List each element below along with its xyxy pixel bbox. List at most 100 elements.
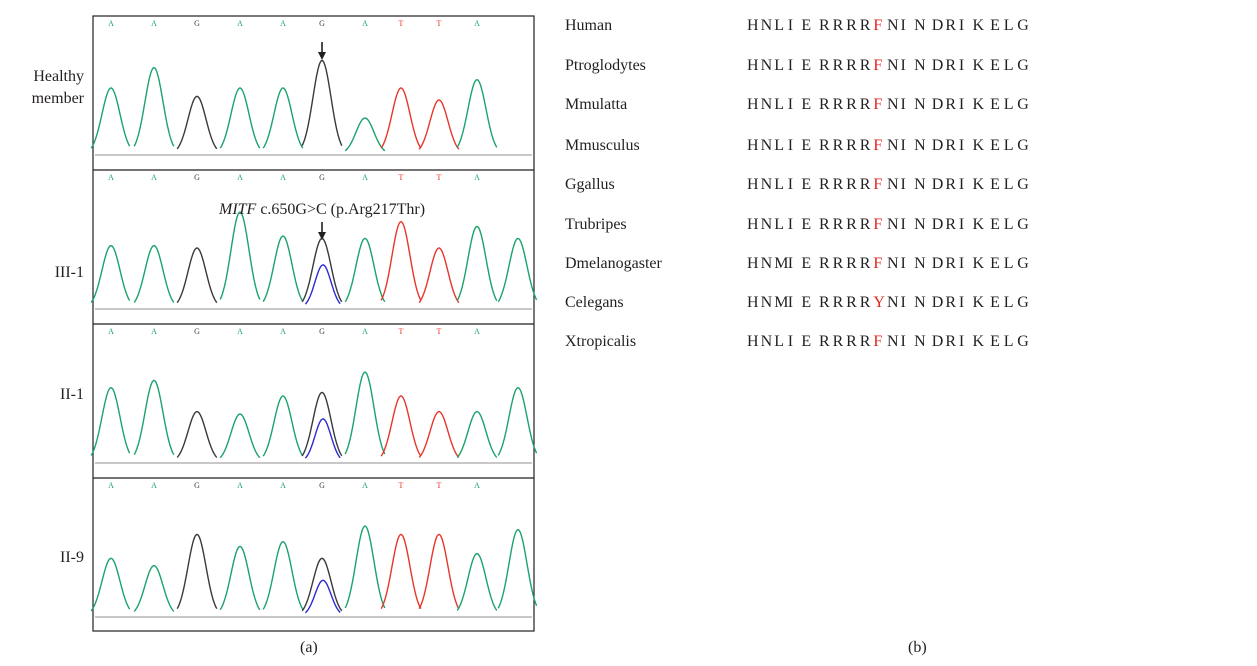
residue: I <box>958 216 965 233</box>
residue: L <box>1003 57 1014 74</box>
residue: R <box>945 57 956 74</box>
chromatogram-peak <box>380 221 422 301</box>
residue: K <box>972 333 985 350</box>
residue: N <box>886 96 899 113</box>
track-label-iii-1: III-1 <box>54 264 84 281</box>
residue: R <box>945 294 956 311</box>
base-call-label: G <box>319 19 325 28</box>
residue: G <box>1017 333 1029 350</box>
residue: E <box>801 96 812 113</box>
base-call-label: G <box>194 481 200 490</box>
conserved-residue-highlight: F <box>873 255 883 272</box>
residue: D <box>931 255 944 272</box>
residue: R <box>859 17 871 34</box>
base-call-label: A <box>237 481 243 490</box>
residue: I <box>900 57 906 74</box>
base-call-label: A <box>474 19 480 28</box>
residue: H <box>747 137 759 154</box>
residue: R <box>818 137 830 154</box>
residue: L <box>774 96 784 113</box>
base-call-label: G <box>319 327 325 336</box>
base-call-label: G <box>319 173 325 182</box>
base-call-label: A <box>280 327 286 336</box>
residue: R <box>945 176 956 193</box>
residue: M <box>774 294 789 311</box>
residue: I <box>958 57 965 74</box>
base-call-label: T <box>437 19 442 28</box>
residue: N <box>760 333 773 350</box>
residue: N <box>886 333 899 350</box>
base-call-label: T <box>437 327 442 336</box>
residue: I <box>900 294 906 311</box>
chromatogram-peak <box>262 87 304 149</box>
base-call-label: T <box>399 481 404 490</box>
base-call-label: A <box>362 173 368 182</box>
residue: N <box>914 57 926 74</box>
residue: K <box>972 57 985 74</box>
residue: N <box>914 17 926 34</box>
base-call-label: A <box>108 327 114 336</box>
chromatogram-peak <box>380 87 422 149</box>
residue: D <box>931 96 944 113</box>
species-name: Ptroglodytes <box>565 57 646 74</box>
alignment-panel: Human H N L I E R R R R F N I N D R I K E L G Ptroglodytes H N L… <box>545 0 1257 666</box>
residue: R <box>945 137 956 154</box>
residue: R <box>818 255 830 272</box>
residue: H <box>747 333 759 350</box>
base-call-label: T <box>437 173 442 182</box>
residue: R <box>818 216 830 233</box>
residue: I <box>787 255 794 272</box>
chromatogram-peak <box>133 67 175 147</box>
residue: N <box>760 96 773 113</box>
residue: E <box>801 176 812 193</box>
residue: N <box>760 57 773 74</box>
chromatogram-peak <box>344 237 386 303</box>
chromatogram-peak <box>456 553 498 611</box>
base-call-label: T <box>399 19 404 28</box>
residue: N <box>886 17 899 34</box>
chromatogram-peak <box>219 87 261 149</box>
base-call-label: A <box>108 481 114 490</box>
chromatogram-peak <box>219 545 261 611</box>
residue: L <box>774 333 784 350</box>
base-call-label: A <box>151 19 157 28</box>
residue: N <box>886 255 899 272</box>
residue: R <box>945 333 956 350</box>
conserved-residue-highlight: F <box>873 137 883 154</box>
chromatogram-peak <box>219 211 261 300</box>
residue: E <box>801 57 812 74</box>
residue: L <box>774 57 784 74</box>
chromatogram-peak <box>262 395 304 457</box>
residue: L <box>1003 96 1014 113</box>
residue: I <box>787 137 794 154</box>
residue: N <box>886 137 899 154</box>
residue: L <box>774 137 784 154</box>
residue: R <box>818 57 830 74</box>
variant-arrow-icon <box>318 42 326 60</box>
residue: E <box>801 17 812 34</box>
residue: G <box>1017 176 1029 193</box>
residue: R <box>846 137 857 154</box>
panel-a-caption: (a) <box>300 639 318 656</box>
residue: R <box>846 294 857 311</box>
residue: G <box>1017 294 1029 311</box>
residue: N <box>914 255 926 272</box>
residue: R <box>832 57 844 74</box>
residue: R <box>832 294 844 311</box>
base-call-label: G <box>194 19 200 28</box>
residue: D <box>931 17 944 34</box>
residue: H <box>747 57 759 74</box>
residue: D <box>931 333 944 350</box>
residue: D <box>931 294 944 311</box>
chromatogram-peak <box>344 117 386 152</box>
chromatogram-peak <box>176 95 218 150</box>
chromatogram-peak <box>90 87 131 149</box>
base-call-label: A <box>474 327 480 336</box>
residue: K <box>972 137 985 154</box>
residue: N <box>760 255 773 272</box>
residue: I <box>900 255 906 272</box>
residue: N <box>886 57 899 74</box>
residue: R <box>846 333 857 350</box>
residue: D <box>931 176 944 193</box>
